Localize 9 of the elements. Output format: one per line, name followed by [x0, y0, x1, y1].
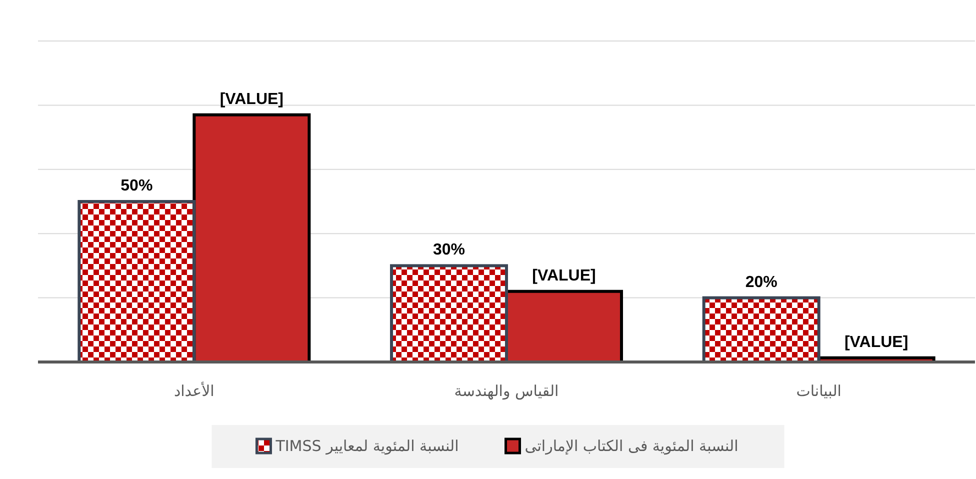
- x-tick-label: البيانات: [796, 382, 842, 400]
- data-label: [VALUE]: [220, 90, 284, 108]
- x-tick-label: القياس والهندسة: [454, 382, 559, 400]
- data-label: [VALUE]: [844, 334, 908, 351]
- data-label: 20%: [745, 274, 778, 291]
- data-label: 30%: [432, 242, 466, 259]
- data-label: [VALUE]: [532, 267, 596, 284]
- data-label: 50%: [120, 178, 153, 194]
- x-tick-label: الأعداد: [174, 381, 214, 400]
